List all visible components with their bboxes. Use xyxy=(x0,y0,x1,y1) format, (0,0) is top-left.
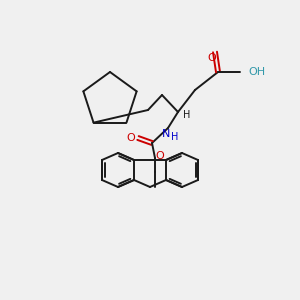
Text: O: O xyxy=(208,53,216,63)
Text: H: H xyxy=(171,132,179,142)
Text: OH: OH xyxy=(248,67,265,77)
Text: O: O xyxy=(127,133,135,143)
Text: H: H xyxy=(183,110,190,120)
Text: N: N xyxy=(162,129,170,139)
Text: O: O xyxy=(156,151,164,161)
